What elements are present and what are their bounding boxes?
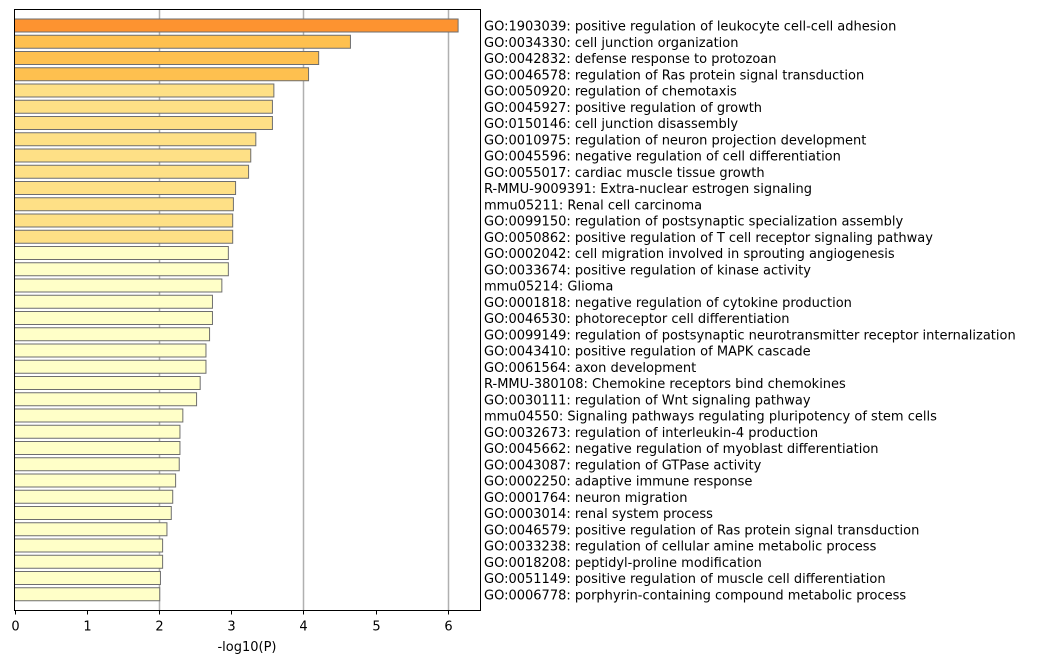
- term-label: GO:0002042: cell migration involved in s…: [484, 247, 895, 262]
- bar: [14, 18, 459, 33]
- term-label: GO:0033674: positive regulation of kinas…: [484, 263, 811, 278]
- bar: [14, 132, 257, 147]
- bar: [14, 311, 213, 325]
- term-label: R-MMU-380108: Chemokine receptors bind c…: [484, 377, 846, 392]
- term-label: GO:0010975: regulation of neuron project…: [484, 133, 866, 148]
- term-label: GO:0045927: positive regulation of growt…: [484, 101, 762, 116]
- bar: [14, 278, 223, 293]
- bar: [14, 116, 273, 130]
- term-label: GO:0043410: positive regulation of MAPK …: [484, 345, 811, 360]
- bar: [14, 571, 161, 585]
- bar: [14, 34, 351, 49]
- x-axis-ticks: 0 1 2 3 4 5 6: [11, 610, 453, 635]
- term-label: R-MMU-9009391: Extra-nuclear estrogen si…: [484, 182, 812, 197]
- bar: [14, 489, 174, 504]
- bar: [14, 327, 211, 342]
- bar: [14, 83, 275, 98]
- bar: [14, 229, 234, 244]
- grid-lines: [158, 9, 450, 611]
- x-tick-label: 1: [83, 620, 91, 635]
- bar: [14, 213, 234, 228]
- bar: [14, 343, 207, 358]
- term-label: GO:0046530: photoreceptor cell different…: [484, 312, 790, 327]
- bar: [14, 262, 229, 277]
- term-label: GO:0099149: regulation of postsynaptic n…: [484, 328, 1016, 343]
- bar: [14, 424, 181, 439]
- term-label: GO:0046579: positive regulation of Ras p…: [484, 523, 919, 538]
- bar: [14, 148, 252, 163]
- term-label: GO:0032673: regulation of interleukin-4 …: [484, 426, 818, 441]
- bar: [14, 181, 237, 195]
- term-label: mmu05214: Glioma: [484, 280, 613, 295]
- bar: [14, 51, 320, 65]
- x-tick-label: 0: [11, 620, 19, 635]
- term-label: GO:0033238: regulation of cellular amine…: [484, 540, 877, 555]
- term-label: GO:0002250: adaptive immune response: [484, 475, 752, 490]
- term-label: GO:0034330: cell junction organization: [484, 36, 738, 51]
- term-label: GO:0001764: neuron migration: [484, 491, 687, 506]
- bars: [14, 18, 459, 602]
- term-label: GO:0045596: negative regulation of cell …: [484, 150, 841, 165]
- term-label: GO:0030111: regulation of Wnt signaling …: [484, 393, 811, 408]
- plot-frame: [14, 9, 481, 611]
- term-label: GO:0045662: negative regulation of myobl…: [484, 442, 879, 457]
- x-tick-label: 4: [299, 620, 307, 635]
- term-label: GO:0050920: regulation of chemotaxis: [484, 85, 737, 100]
- term-label: GO:0051149: positive regulation of muscl…: [484, 572, 886, 587]
- bar: [14, 99, 273, 114]
- bar: [14, 473, 177, 488]
- term-label: GO:0043087: regulation of GTPase activit…: [484, 458, 762, 473]
- bar: [14, 294, 213, 309]
- bar: [14, 359, 207, 374]
- x-tick-label: 3: [227, 620, 235, 635]
- term-label: GO:0042832: defense response to protozoa…: [484, 52, 777, 67]
- term-label: mmu04550: Signaling pathways regulating …: [484, 410, 937, 425]
- bar: [14, 392, 198, 407]
- bar: [14, 246, 229, 260]
- x-tick-label: 5: [372, 620, 380, 635]
- bar: [14, 197, 234, 212]
- bar: [14, 457, 180, 472]
- bar: [14, 587, 161, 602]
- term-label: mmu05211: Renal cell carcinoma: [484, 198, 702, 213]
- bar: [14, 67, 310, 82]
- term-label: GO:0061564: axon development: [484, 361, 696, 376]
- bar: [14, 376, 201, 390]
- term-label: GO:0099150: regulation of postsynaptic s…: [484, 215, 904, 230]
- bar: [14, 538, 164, 553]
- term-label: GO:0006778: porphyrin-containing compoun…: [484, 588, 906, 603]
- x-tick-label: 6: [444, 620, 452, 635]
- term-label: GO:0150146: cell junction disassembly: [484, 117, 738, 132]
- term-label: GO:0018208: peptidyl-proline modificatio…: [484, 556, 762, 571]
- term-label: GO:0055017: cardiac muscle tissue growth: [484, 166, 765, 181]
- bar: [14, 441, 181, 455]
- bar: [14, 506, 172, 520]
- term-label: GO:0046578: regulation of Ras protein si…: [484, 68, 864, 83]
- term-label: GO:0050862: positive regulation of T cel…: [484, 231, 933, 246]
- term-labels: GO:1903039: positive regulation of leuko…: [484, 20, 1016, 604]
- term-label: GO:1903039: positive regulation of leuko…: [484, 20, 896, 35]
- bar: [14, 554, 164, 569]
- bar: [14, 408, 184, 423]
- bar: [14, 164, 250, 179]
- term-label: GO:0001818: negative regulation of cytok…: [484, 296, 852, 311]
- bar: [14, 522, 168, 537]
- x-axis-title: -log10(P): [217, 640, 276, 655]
- term-label: GO:0003014: renal system process: [484, 507, 713, 522]
- x-tick-label: 2: [155, 620, 163, 635]
